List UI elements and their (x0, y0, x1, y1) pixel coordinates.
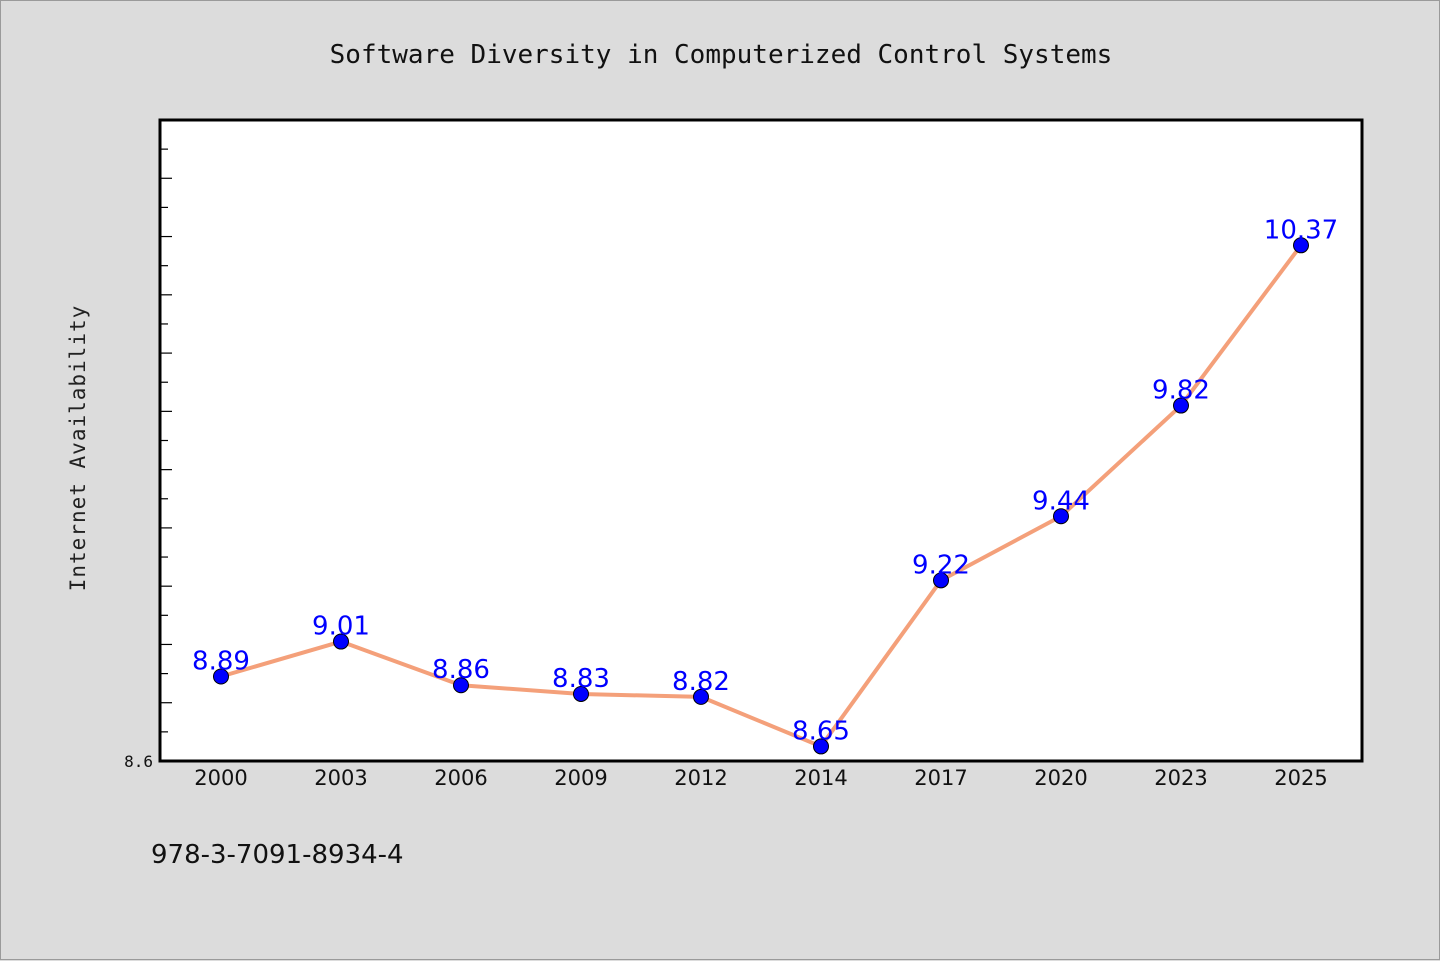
data-point (333, 633, 349, 650)
chart-title: Software Diversity in Computerized Contr… (330, 40, 1113, 70)
y-axis-ticks: 8.6 (124, 148, 172, 771)
x-tick-label: 2000 (194, 766, 247, 790)
x-tick-label: 2003 (314, 766, 367, 790)
data-point (453, 677, 469, 694)
plot-area (158, 118, 1364, 763)
data-label: 8.83 (552, 664, 610, 694)
data-point (213, 668, 229, 685)
data-label: 8.89 (192, 647, 250, 677)
x-tick-label: 2009 (554, 766, 607, 790)
data-point (693, 688, 709, 705)
y-axis-label: Internet Availability (66, 305, 90, 592)
data-point (813, 738, 829, 755)
x-axis-tick-labels: 2000 2003 2006 2009 2012 2014 2017 2020 2023 2025 (194, 766, 1327, 790)
x-tick-label: 2006 (434, 766, 487, 790)
data-label: 10.37 (1264, 215, 1338, 245)
data-point (1173, 397, 1189, 414)
data-label: 8.86 (432, 655, 490, 685)
x-tick-label: 2020 (1034, 766, 1087, 790)
series-polyline (219, 243, 1303, 749)
data-label: 8.82 (672, 667, 730, 697)
data-labels: 8.89 9.01 8.86 8.83 8.82 8.65 9.22 9.44 9.82 10.3… (192, 215, 1338, 746)
data-label: 9.22 (912, 550, 970, 580)
data-point (1053, 508, 1069, 525)
data-point (933, 572, 949, 589)
data-label: 9.44 (1032, 486, 1090, 516)
footer-code: 978-3-7091-8934-4 (151, 840, 404, 870)
x-tick-label: 2012 (674, 766, 727, 790)
data-label: 8.65 (792, 716, 850, 746)
x-tick-label: 2023 (1154, 766, 1207, 790)
data-label: 9.82 (1152, 376, 1210, 406)
series-line (213, 237, 1309, 755)
x-tick-label: 2014 (794, 766, 847, 790)
data-point (1293, 237, 1309, 254)
y-tick-label: 8.6 (124, 752, 153, 771)
data-label: 9.01 (312, 612, 370, 642)
data-point (573, 685, 589, 702)
x-tick-label: 2025 (1274, 766, 1327, 790)
x-tick-label: 2017 (914, 766, 967, 790)
